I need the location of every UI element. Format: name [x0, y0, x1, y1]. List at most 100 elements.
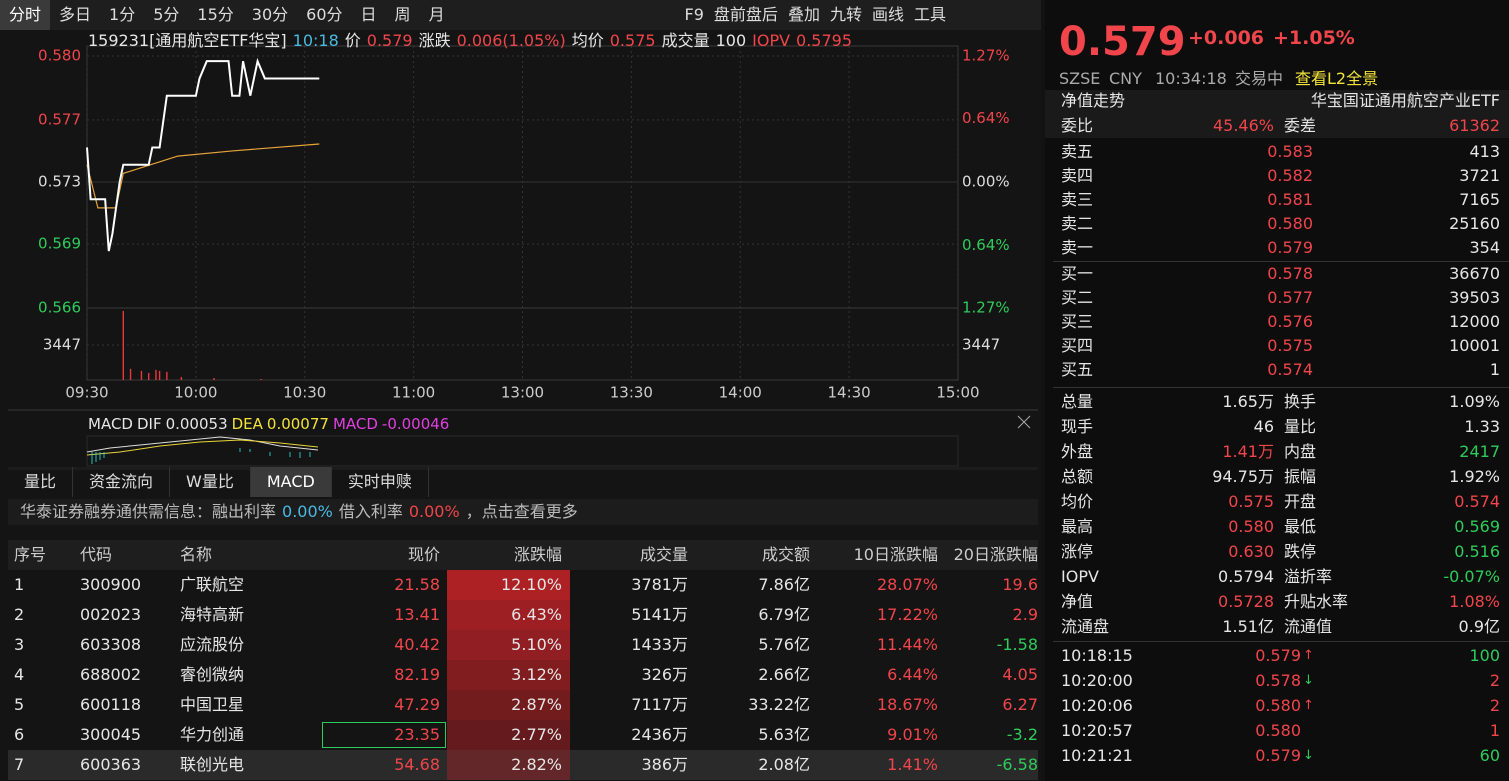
- stat-value: 0.575: [1228, 492, 1274, 511]
- y-tick-label: 0.573: [38, 173, 81, 191]
- table-cell: 联创光电: [180, 755, 245, 774]
- period-tab[interactable]: 5分: [153, 5, 180, 24]
- selected-cell: [322, 722, 446, 748]
- table-cell: 28.07%: [876, 575, 938, 594]
- quote-change: 0.006(1.05%): [456, 31, 566, 50]
- table-cell: 300900: [80, 575, 142, 594]
- period-tab[interactable]: 15分: [197, 5, 234, 24]
- book-price: 0.582: [1267, 166, 1313, 185]
- table-cell: 4: [14, 665, 25, 684]
- table-header: 序号 代码 名称 现价 涨跌幅 成交量 成交额 10日涨跌幅 20日涨跌幅: [8, 540, 1038, 570]
- book-label: 买四: [1061, 336, 1094, 355]
- tool-button[interactable]: 叠加: [787, 5, 820, 24]
- header-bg: [1045, 90, 1509, 138]
- notice-tail: ，点击查看更多: [465, 502, 578, 521]
- table-cell: 300045: [80, 725, 142, 744]
- volume-bar: [213, 377, 215, 380]
- stat-value: 1.65万: [1222, 392, 1274, 411]
- period-tab[interactable]: 60分: [306, 5, 343, 24]
- x-tick-label: 09:30: [65, 384, 108, 402]
- book-label: 卖一: [1061, 238, 1094, 257]
- book-volume: 7165: [1459, 190, 1500, 209]
- period-tab[interactable]: 月: [428, 5, 445, 24]
- table-cell: 2.82%: [511, 755, 562, 774]
- y-tick-label: 0.569: [38, 235, 81, 253]
- tabs-bg: [8, 467, 1038, 470]
- trade-arrow: ↓: [1303, 673, 1314, 688]
- quote-avg: 0.575: [609, 31, 656, 50]
- volume-bar: [129, 368, 132, 380]
- book-label: 买五: [1061, 360, 1094, 379]
- change: +0.006: [1188, 27, 1265, 49]
- period-tab[interactable]: 多日: [59, 5, 92, 24]
- stat-label: IOPV: [1061, 567, 1099, 586]
- table-cell: 600118: [80, 695, 142, 714]
- pct-tick-label: 1.27%: [962, 299, 1010, 317]
- stat-value: 1.33: [1464, 417, 1500, 436]
- quote-volume-label: 成交量: [661, 31, 710, 50]
- l2-link[interactable]: 查看L2全景: [1295, 69, 1379, 88]
- book-price: 0.583: [1267, 142, 1313, 161]
- tab[interactable]: 实时申赎: [332, 467, 429, 497]
- stat-label: 内盘: [1284, 442, 1317, 461]
- notice-bar[interactable]: 华泰证券融券通供需信息：融出利率 0.00% 借入利率 0.00% ，点击查看更多: [8, 499, 1038, 525]
- close-icon[interactable]: [1017, 415, 1031, 429]
- tab[interactable]: MACD: [250, 467, 332, 497]
- volume-bar: [180, 376, 183, 380]
- table-row[interactable]: 7 600363 联创光电 54.68 2.82% 386万 2.08亿 1.41% -6.58: [8, 750, 1038, 780]
- x-tick-label: 14:30: [828, 384, 871, 402]
- table-row[interactable]: 4 688002 睿创微纳 82.19 3.12% 326万 2.66亿 6.44% 4.05: [8, 660, 1038, 690]
- table-cell: 2: [14, 605, 25, 624]
- stat-value: 1.51亿: [1222, 617, 1274, 636]
- tool-button[interactable]: F9: [684, 5, 704, 24]
- table-row[interactable]: 6 300045 华力创通 23.35 2.77% 2436万 5.63亿 9.01% -3.2: [8, 720, 1038, 750]
- table-cell: 12.10%: [500, 575, 562, 594]
- bottom-tabs: 量比 资金流向 W量比 MACD 实时申赎: [8, 467, 429, 497]
- stat-value: 1.92%: [1449, 467, 1500, 486]
- table-cell: 2.66亿: [758, 665, 810, 684]
- status: 交易中: [1235, 69, 1284, 88]
- book-volume: 25160: [1449, 214, 1500, 233]
- tool-button[interactable]: 画线: [871, 5, 904, 24]
- macd-frame: [86, 435, 959, 467]
- period-tab[interactable]: 分时: [0, 0, 51, 30]
- macd-legend: MACD DIF 0.00053 DEA 0.00077 MACD -0.00046: [88, 414, 449, 434]
- tool-button[interactable]: 盘前盘后: [713, 5, 778, 24]
- macd-macd: -0.00046: [381, 415, 450, 433]
- stat-label: 换手: [1284, 392, 1317, 411]
- table-row[interactable]: 3 603308 应流股份 40.42 5.10% 1433万 5.76亿 11.44% -1.…: [8, 630, 1038, 660]
- book-volume: 354: [1469, 238, 1500, 257]
- period-tab[interactable]: 30分: [251, 5, 289, 24]
- tab[interactable]: 资金流向: [73, 467, 171, 497]
- period-tab[interactable]: 日: [360, 5, 377, 24]
- quote-line: 159231[通用航空ETF华宝] 10:18 价 0.579 涨跌 0.006(1.05…: [88, 31, 852, 51]
- tool-button[interactable]: 工具: [913, 5, 946, 24]
- sep: [1053, 641, 1509, 642]
- sep: [1053, 261, 1509, 262]
- stat-value: 94.75万: [1212, 467, 1274, 486]
- stat-value: -0.07%: [1443, 567, 1500, 586]
- table-row[interactable]: 1 300900 广联航空 21.58 12.10% 3781万 7.86亿 28.07% 19…: [8, 570, 1038, 600]
- table-cell: 5: [14, 695, 25, 714]
- table-cell: 6.79亿: [758, 605, 810, 624]
- table-row[interactable]: 5 600118 中国卫星 47.29 2.87% 7117万 33.22亿 18.67% 6.…: [8, 690, 1038, 720]
- period-tab[interactable]: 周: [394, 5, 411, 24]
- tab[interactable]: W量比: [170, 467, 251, 497]
- column-header: 现价: [407, 545, 440, 564]
- tool-button[interactable]: 九转: [829, 5, 862, 24]
- stat-label: 跌停: [1284, 542, 1317, 561]
- book-label: 买一: [1061, 264, 1094, 283]
- currency: CNY: [1109, 69, 1142, 88]
- tab[interactable]: 量比: [8, 467, 74, 497]
- table-row[interactable]: 2 002023 海特高新 13.41 6.43% 5141万 6.79亿 17.22% 2.9: [8, 600, 1038, 630]
- table-cell: 11.44%: [876, 635, 938, 654]
- period-tab[interactable]: 1分: [109, 5, 136, 24]
- table-cell: 386万: [641, 755, 688, 774]
- trade-volume: 100: [1469, 646, 1500, 665]
- macd-dea: [86, 439, 319, 456]
- change-cell-bg: [447, 660, 570, 690]
- column-header: 涨跌幅: [513, 545, 562, 564]
- table-cell: 3781万: [631, 575, 688, 594]
- stock-table: 序号 代码 名称 现价 涨跌幅 成交量 成交额 10日涨跌幅 20日涨跌幅 1 300900 广联航空…: [8, 540, 1038, 781]
